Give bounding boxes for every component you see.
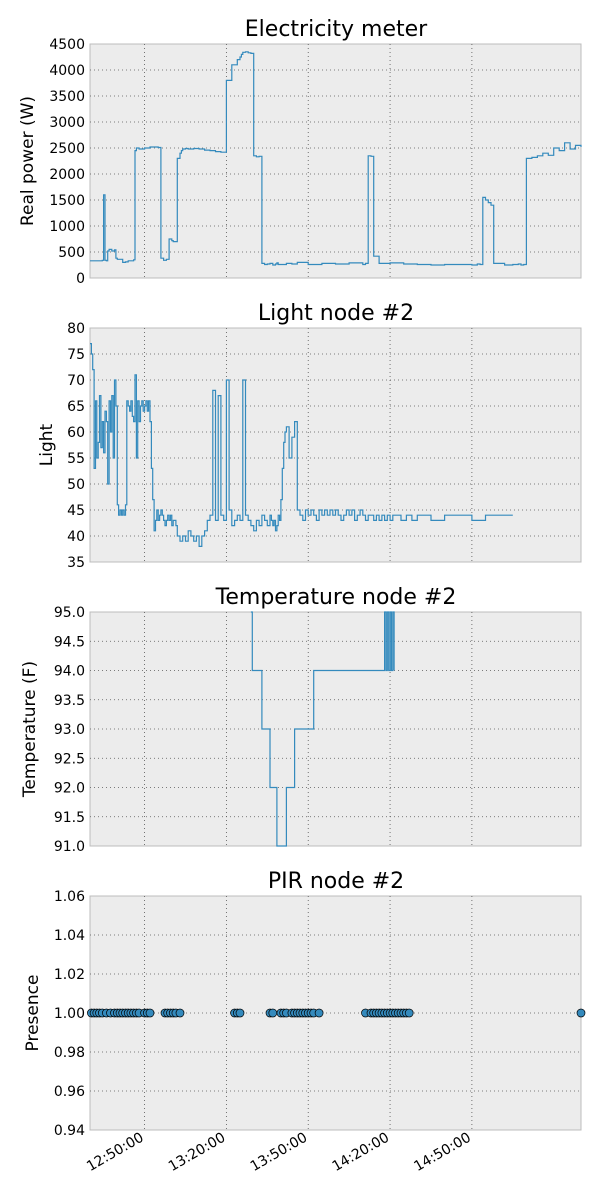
- y-axis-label: Real power (W): [18, 96, 38, 226]
- y-axis-label: Temperature (F): [20, 661, 40, 798]
- y-tick-label: 0.94: [54, 1123, 85, 1139]
- y-tick-label: 45: [67, 503, 85, 519]
- series-line: [90, 343, 513, 547]
- y-tick-label: 65: [67, 399, 85, 415]
- presence-point: [576, 1008, 586, 1018]
- y-tick-label: 75: [67, 347, 85, 363]
- y-tick-label: 40: [67, 529, 85, 545]
- x-tick-label: 14:20:00: [330, 1130, 392, 1175]
- temperature-node-panel: Temperature node #2 Temperature (F) 91.0…: [20, 585, 582, 855]
- y-axis-label: Light: [37, 423, 57, 466]
- y-tick-label: 93.5: [54, 693, 85, 709]
- y-tick-label: 35: [67, 555, 85, 571]
- y-tick-label: 1.04: [54, 928, 85, 944]
- y-tick-label: 95.0: [54, 605, 85, 621]
- x-tick-label: 12:50:00: [84, 1130, 146, 1175]
- y-tick-label: 91.5: [54, 810, 85, 826]
- presence-point: [235, 1008, 245, 1018]
- y-tick-label: 70: [67, 373, 85, 389]
- x-tick-labels: 12:50:00 13:20:00 13:50:00 14:20:00 14:50:00: [84, 1130, 474, 1175]
- y-tick-label: 1.06: [54, 889, 85, 905]
- chart-title: Light node #2: [258, 301, 414, 326]
- y-tick-label: 1500: [49, 193, 85, 209]
- x-tick-label: 13:50:00: [248, 1130, 310, 1175]
- y-tick-label: 92.5: [54, 751, 85, 767]
- plot-area: [89, 611, 582, 847]
- y-tick-labels: 0 500 1000 1500 2000 2500 3000 3500 4000 4500: [49, 37, 85, 287]
- series-layer: [90, 51, 582, 266]
- presence-point: [404, 1008, 414, 1018]
- y-tick-label: 0: [76, 271, 85, 287]
- presence-point: [175, 1008, 185, 1018]
- presence-point: [268, 1008, 278, 1018]
- y-tick-label: 94.5: [54, 634, 85, 650]
- y-tick-label: 2000: [49, 167, 85, 183]
- y-tick-labels: 35 40 45 50 55 60 65 70 75 80: [67, 321, 85, 571]
- y-tick-label: 55: [67, 451, 85, 467]
- plot-area: [89, 43, 582, 279]
- y-tick-label: 1.02: [54, 967, 85, 983]
- chart-title: Electricity meter: [245, 17, 428, 42]
- y-tick-label: 94.0: [54, 664, 85, 680]
- y-tick-labels: 91.0 91.5 92.0 92.5 93.0 93.5 94.0 94.5 95.0: [54, 605, 85, 855]
- series-line: [90, 51, 582, 266]
- x-tick-label: 13:20:00: [166, 1130, 228, 1175]
- y-tick-label: 93.0: [54, 722, 85, 738]
- y-axis-label: Presence: [23, 975, 43, 1052]
- light-node-panel: Light node #2 Light 35 40 45 50 55 60 65 70 75 80: [37, 301, 582, 571]
- plot-area: [89, 327, 582, 563]
- y-tick-label: 91.0: [54, 839, 85, 855]
- y-tick-label: 50: [67, 477, 85, 493]
- series-layer: [87, 1008, 586, 1018]
- y-tick-label: 92.0: [54, 781, 85, 797]
- y-tick-label: 60: [67, 425, 85, 441]
- chart-title: Temperature node #2: [215, 585, 457, 610]
- y-tick-label: 1.00: [54, 1006, 85, 1022]
- series-layer: [250, 611, 395, 847]
- y-tick-label: 3500: [49, 89, 85, 105]
- series-layer: [90, 343, 513, 547]
- y-tick-label: 2500: [49, 141, 85, 157]
- y-tick-label: 4000: [49, 63, 85, 79]
- y-tick-label: 0.96: [54, 1084, 85, 1100]
- y-tick-label: 3000: [49, 115, 85, 131]
- y-tick-label: 1000: [49, 219, 85, 235]
- y-tick-label: 0.98: [54, 1045, 85, 1061]
- y-tick-label: 4500: [49, 37, 85, 53]
- y-tick-label: 500: [58, 245, 85, 261]
- series-line: [250, 611, 395, 847]
- y-tick-label: 80: [67, 321, 85, 337]
- presence-point: [145, 1008, 155, 1018]
- y-tick-labels: 0.94 0.96 0.98 1.00 1.02 1.04 1.06: [54, 889, 85, 1139]
- gridlines: [90, 44, 581, 278]
- pir-node-panel: PIR node #2 Presence 0.94 0.96 0.98 1.00 1.0…: [23, 869, 586, 1139]
- electricity-meter-panel: Electricity meter Real power (W) 0 500 100…: [18, 17, 582, 287]
- chart-title: PIR node #2: [268, 869, 404, 894]
- presence-point: [314, 1008, 324, 1018]
- x-tick-label: 14:50:00: [411, 1130, 473, 1175]
